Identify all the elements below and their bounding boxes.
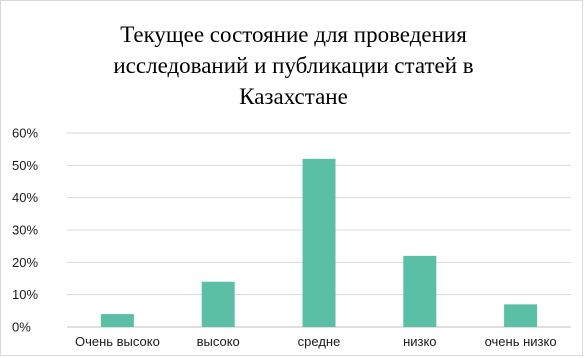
x-axis-categories: Очень высоко высоко средне низко очень низко (75, 334, 557, 349)
x-category-label: очень низко (485, 334, 557, 349)
y-tick-label: 10% (12, 287, 38, 302)
bar (100, 314, 134, 327)
x-category-label: Очень высоко (75, 334, 160, 349)
y-tick-label: 20% (12, 255, 38, 270)
y-tick-label: 30% (12, 223, 38, 238)
x-category-label: средне (298, 334, 341, 349)
bar (302, 158, 336, 327)
y-tick-label: 50% (12, 158, 38, 173)
y-tick-label: 40% (12, 190, 38, 205)
chart-title: Текущее состояние для проведения исследо… (21, 19, 566, 112)
y-tick-label: 0% (12, 320, 31, 335)
y-tick-label: 60% (12, 126, 38, 141)
bar (403, 255, 437, 327)
x-category-label: низко (403, 334, 436, 349)
bars (100, 158, 538, 327)
x-category-label: высоко (197, 334, 240, 349)
chart-title-line-1: Текущее состояние для проведения (120, 22, 467, 47)
chart-title-line-3: Казахстане (239, 84, 348, 109)
chart-title-line-2: исследований и публикации статей в (113, 53, 474, 78)
bar (201, 281, 235, 327)
bar (504, 304, 538, 327)
y-axis-ticks: 0% 10% 20% 30% 40% 50% 60% (12, 126, 38, 335)
